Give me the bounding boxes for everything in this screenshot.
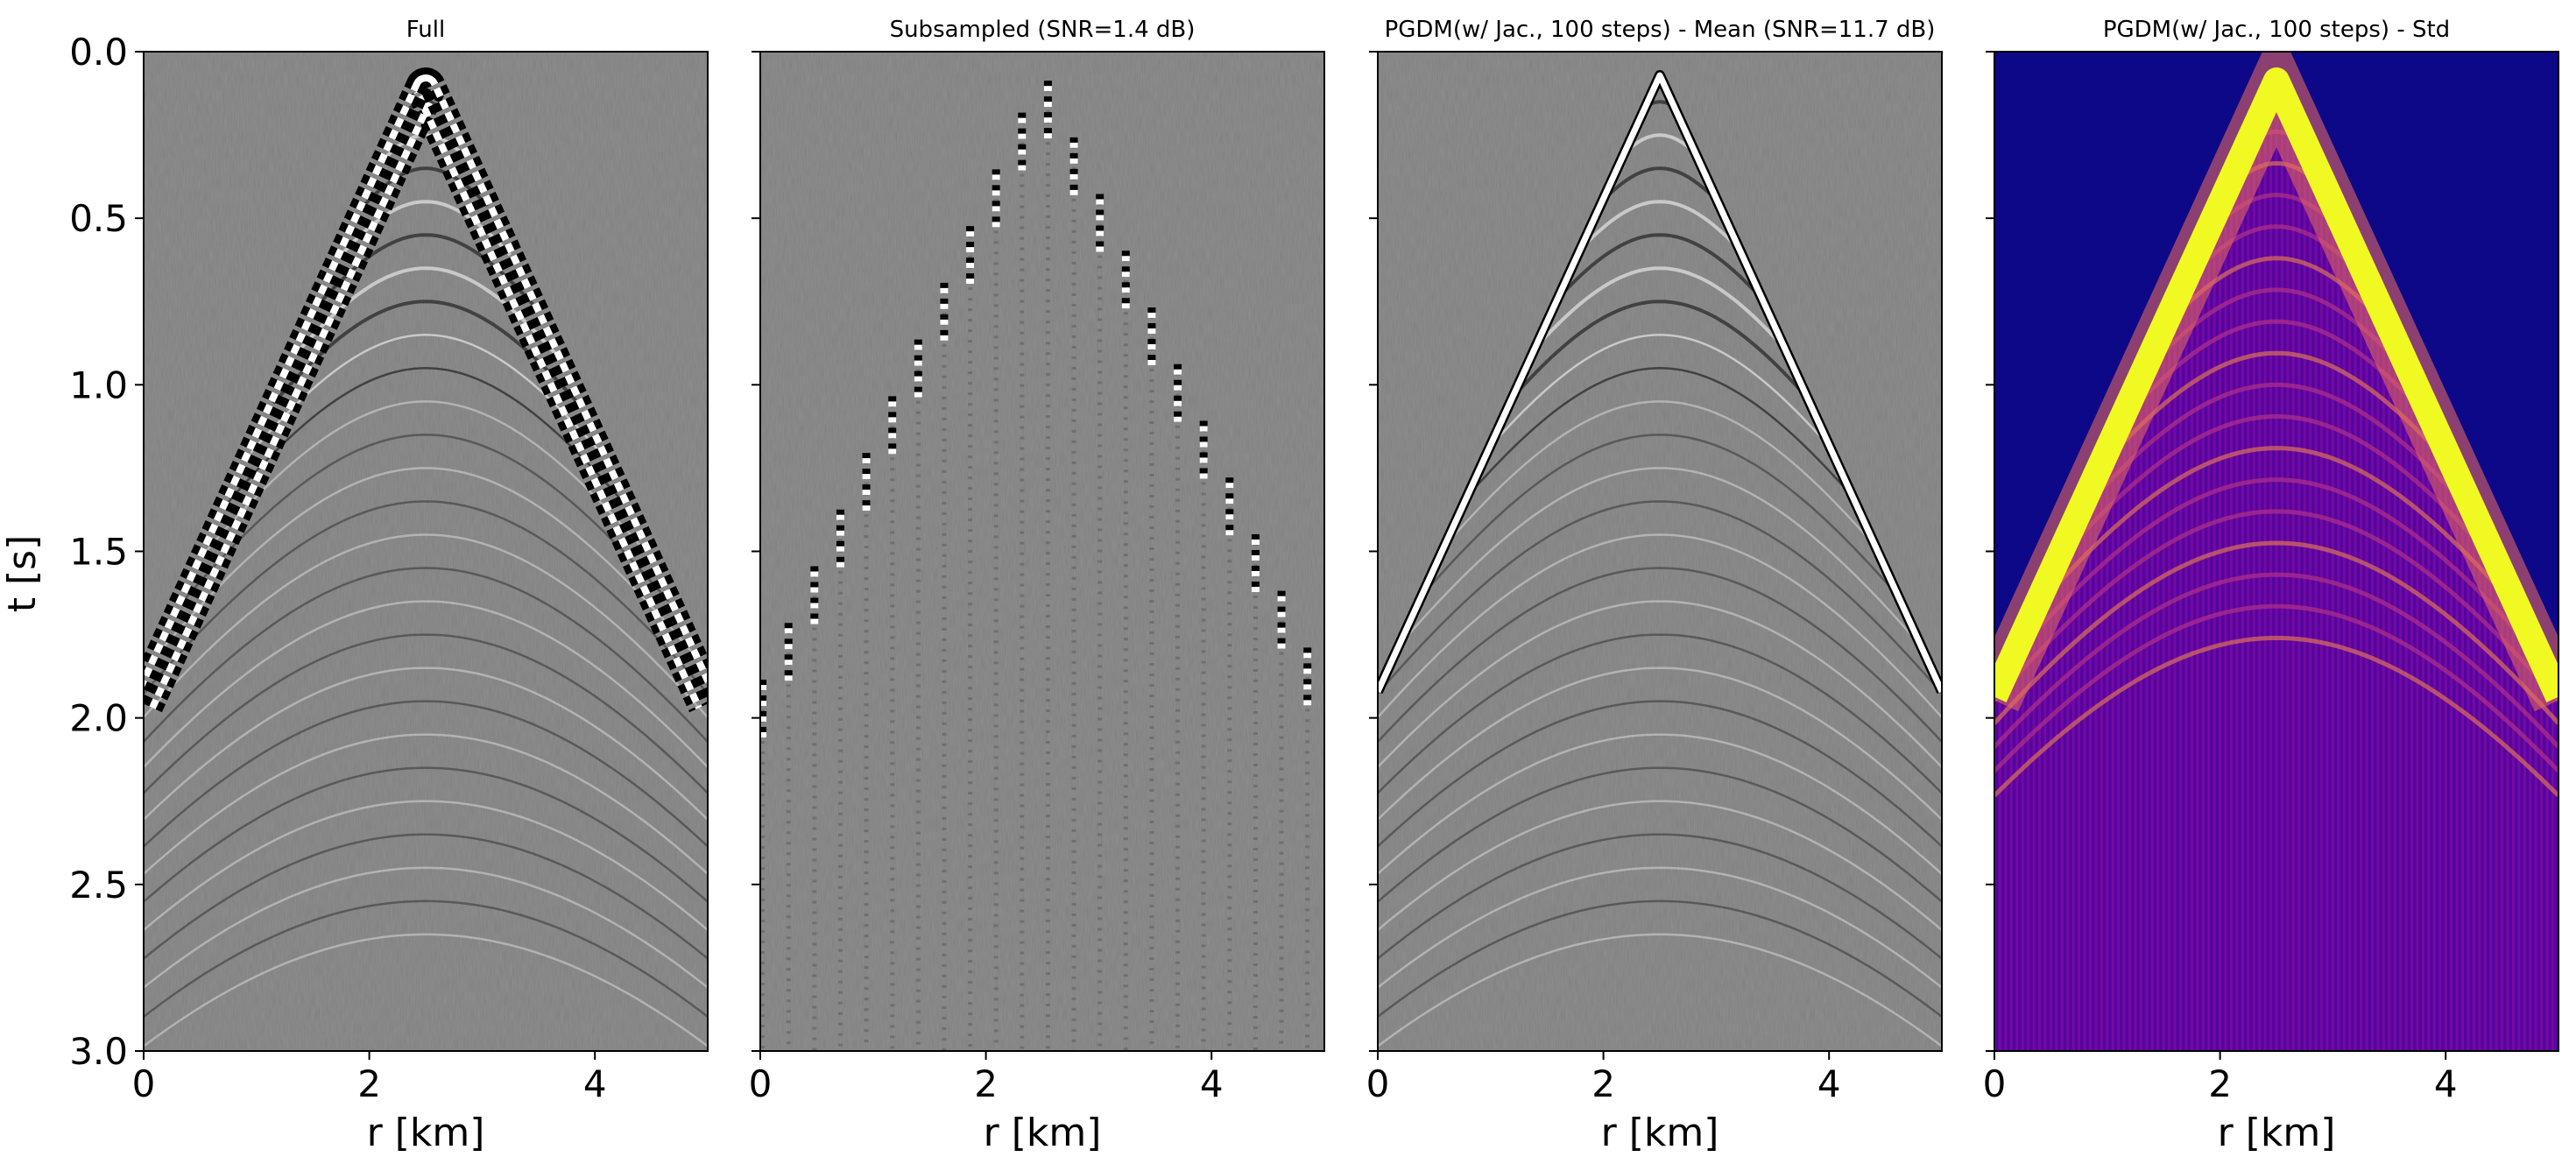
x-tick-label: 2 — [1591, 1062, 1615, 1105]
x-tick-label: 0 — [132, 1062, 156, 1105]
x-axis-label: r [km] — [367, 1111, 485, 1155]
x-tick-label: 2 — [974, 1062, 998, 1105]
y-tick-label: 0.5 — [69, 197, 128, 240]
y-tick-label: 0.0 — [69, 31, 128, 74]
x-tick-label: 2 — [2208, 1062, 2232, 1105]
panel-3: PGDM(w/ Jac., 100 steps) - Mean (SNR=11.… — [1366, 17, 1943, 1155]
y-tick-label: 2.0 — [69, 697, 128, 740]
panel-4: PGDM(w/ Jac., 100 steps) - Std 0 2 4 r [km] — [1983, 17, 2559, 1155]
seismic-image — [144, 52, 708, 1051]
seismic-image — [1378, 52, 1942, 1051]
panel-title: Full — [406, 17, 445, 43]
panel-1: Full 0 2 4 r [km] 0.0 0.5 1.0 1.5 2.0 2.5 3.0 — [69, 17, 709, 1155]
x-tick-label: 0 — [749, 1062, 773, 1105]
seismic-image — [1994, 52, 2558, 1051]
panel-title: PGDM(w/ Jac., 100 steps) - Mean (SNR=11.… — [1385, 17, 1936, 43]
y-tick-label: 1.5 — [69, 531, 128, 574]
x-tick-label: 4 — [2434, 1062, 2458, 1105]
x-axis-label: r [km] — [984, 1111, 1102, 1155]
seismic-image — [760, 52, 1324, 1051]
x-tick-label: 4 — [1817, 1062, 1841, 1105]
x-tick-label: 0 — [1983, 1062, 2007, 1105]
panel-title: Subsampled (SNR=1.4 dB) — [890, 17, 1196, 43]
x-axis-label: r [km] — [1601, 1111, 1719, 1155]
x-tick-label: 2 — [357, 1062, 381, 1105]
panel-2: Subsampled (SNR=1.4 dB) 0 2 4 r [km] — [749, 17, 1325, 1155]
y-tick-label: 1.0 — [69, 363, 128, 406]
panel-title: PGDM(w/ Jac., 100 steps) - Std — [2103, 17, 2450, 43]
y-axis-label: t [s] — [0, 535, 45, 613]
panels: Full 0 2 4 r [km] 0.0 0.5 1.0 1.5 2.0 2.5 3.0 Subsam… — [69, 17, 2559, 1155]
y-tick-label: 3.0 — [69, 1030, 128, 1073]
x-tick-label: 0 — [1366, 1062, 1390, 1105]
x-axis-label: r [km] — [2218, 1111, 2336, 1155]
x-tick-label: 4 — [1200, 1062, 1224, 1105]
x-tick-label: 4 — [583, 1062, 607, 1105]
y-tick-label: 2.5 — [69, 864, 128, 906]
